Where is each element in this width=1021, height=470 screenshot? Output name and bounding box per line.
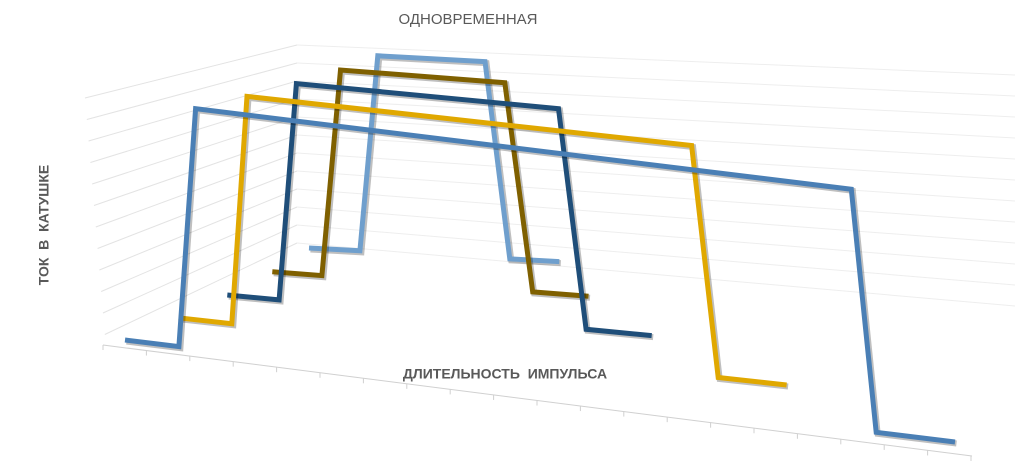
grid — [84, 44, 1016, 461]
series-line — [308, 53, 560, 265]
series-line — [178, 93, 787, 388]
chart-title: ОДНОВРЕМЕННАЯ — [398, 11, 537, 28]
wall-line — [296, 134, 1016, 181]
wall-line — [296, 170, 1016, 223]
x-axis-label: ДЛИТЕЛЬНОСТЬ ИМПУЛЬСА — [403, 366, 607, 382]
series-shadow — [179, 94, 789, 390]
wall-line — [296, 152, 1016, 202]
wall-line — [296, 206, 1016, 265]
wall-line — [97, 170, 298, 249]
wall-line — [86, 62, 298, 120]
wall-line — [296, 242, 1016, 307]
wall-line — [104, 242, 298, 335]
wall-line — [95, 152, 298, 228]
wall-line — [99, 188, 298, 271]
wall-line — [102, 224, 298, 314]
wall-line — [296, 116, 1016, 160]
wall-line — [101, 206, 298, 292]
wall-line — [296, 62, 1016, 97]
wall-line — [88, 80, 298, 142]
wall-line — [93, 134, 298, 206]
wall-line — [296, 98, 1016, 139]
wall-line — [296, 80, 1016, 118]
wall-line — [296, 188, 1016, 244]
wall-line — [84, 44, 298, 99]
plot — [124, 53, 957, 447]
series-line — [272, 67, 589, 299]
series-line — [124, 105, 956, 445]
series-line — [227, 80, 652, 339]
y-axis-label: ТОК В КАТУШКЕ — [36, 165, 52, 285]
wall-line — [296, 224, 1016, 286]
series-shadow — [126, 106, 957, 447]
wall-line — [296, 44, 1016, 76]
